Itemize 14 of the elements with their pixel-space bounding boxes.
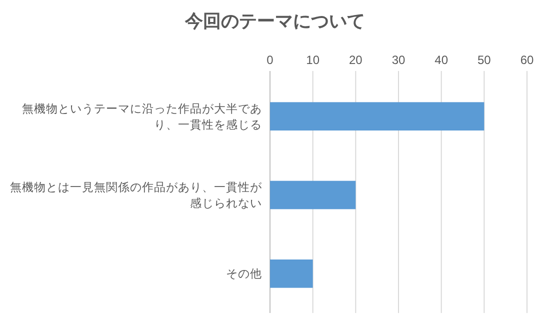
x-tick-label: 20 — [348, 53, 363, 67]
x-tick-label: 50 — [477, 53, 492, 67]
chart-title: 今回のテーマについて — [184, 11, 365, 31]
y-tick-label: 無機物というテーマに沿った作品が大半であり、一貫性を感じる — [22, 102, 262, 132]
bar — [270, 180, 356, 210]
y-tick-label: その他 — [226, 268, 262, 281]
y-tick-label: 無機物とは一見無関係の作品があり、一貫性が感じられない — [10, 181, 263, 210]
x-tick-label: 60 — [520, 53, 534, 67]
x-tick-label: 0 — [266, 53, 274, 67]
bar — [270, 260, 313, 288]
bar — [270, 102, 484, 130]
x-tick-label: 10 — [306, 53, 320, 67]
x-tick-label: 40 — [434, 53, 448, 67]
x-tick-label: 30 — [392, 53, 406, 67]
